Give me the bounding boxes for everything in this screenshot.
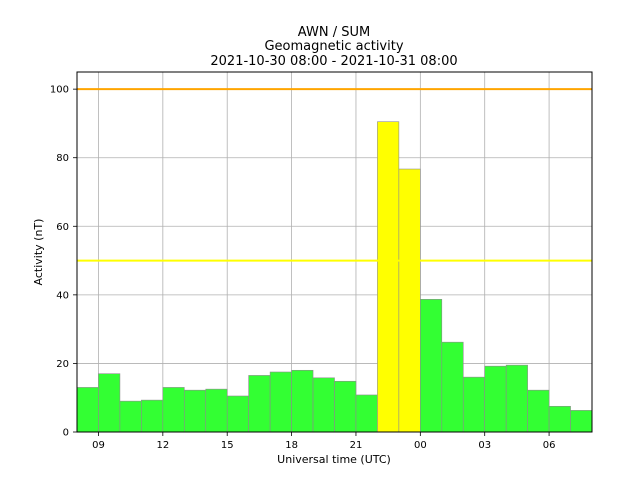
activity-bar bbox=[76, 387, 99, 433]
activity-bar bbox=[312, 377, 335, 433]
x-tick-label: 15 bbox=[221, 440, 234, 451]
activity-bar bbox=[462, 376, 486, 433]
x-tick-label: 12 bbox=[156, 440, 169, 451]
y-tick-label: 100 bbox=[50, 85, 69, 96]
chart-title-line-1: AWN / SUM bbox=[298, 25, 370, 40]
activity-bar bbox=[355, 394, 378, 433]
activity-bar bbox=[484, 365, 507, 433]
threshold-lines bbox=[77, 88, 592, 262]
activity-bar bbox=[334, 380, 357, 433]
activity-bar bbox=[205, 388, 228, 433]
activity-bar bbox=[548, 405, 571, 433]
y-axis-ticks: 0 20 40 60 80 100 bbox=[50, 85, 77, 439]
activity-bar bbox=[398, 168, 421, 433]
x-tick-label: 21 bbox=[350, 440, 363, 451]
y-tick-label: 40 bbox=[56, 290, 69, 301]
activity-bar bbox=[505, 364, 528, 433]
y-tick-label: 0 bbox=[63, 428, 69, 439]
activity-bar bbox=[570, 410, 593, 433]
x-tick-label: 06 bbox=[543, 440, 556, 451]
x-axis-ticks: 09 12 15 18 21 00 03 06 bbox=[92, 432, 555, 451]
activity-bar bbox=[119, 400, 142, 433]
y-tick-label: 20 bbox=[56, 359, 69, 370]
chart-title-line-3: 2021-10-30 08:00 - 2021-10-31 08:00 bbox=[210, 54, 457, 69]
x-tick-label: 09 bbox=[92, 440, 105, 451]
activity-bar bbox=[441, 341, 464, 433]
activity-bar bbox=[248, 375, 271, 433]
x-tick-label: 03 bbox=[478, 440, 491, 451]
activity-bar bbox=[183, 389, 207, 433]
x-tick-label: 18 bbox=[285, 440, 298, 451]
activity-bar bbox=[291, 369, 314, 433]
y-tick-label: 60 bbox=[56, 222, 69, 233]
chart-title: AWN / SUM Geomagnetic activity 2021-10-3… bbox=[210, 25, 457, 69]
bars bbox=[76, 121, 593, 433]
activity-bar bbox=[98, 373, 121, 433]
y-axis-label: Activity (nT) bbox=[32, 219, 45, 286]
activity-bar bbox=[527, 389, 550, 433]
activity-bar bbox=[141, 399, 164, 433]
x-axis-label: Universal time (UTC) bbox=[277, 453, 391, 466]
activity-bar bbox=[377, 121, 400, 433]
activity-bar bbox=[420, 299, 443, 433]
activity-bar bbox=[162, 387, 185, 433]
x-tick-label: 00 bbox=[414, 440, 427, 451]
activity-bar bbox=[226, 395, 249, 433]
activity-bar bbox=[269, 371, 292, 433]
plot-area-frame bbox=[76, 71, 593, 433]
y-tick-label: 80 bbox=[56, 153, 69, 164]
chart-title-line-2: Geomagnetic activity bbox=[264, 39, 403, 54]
